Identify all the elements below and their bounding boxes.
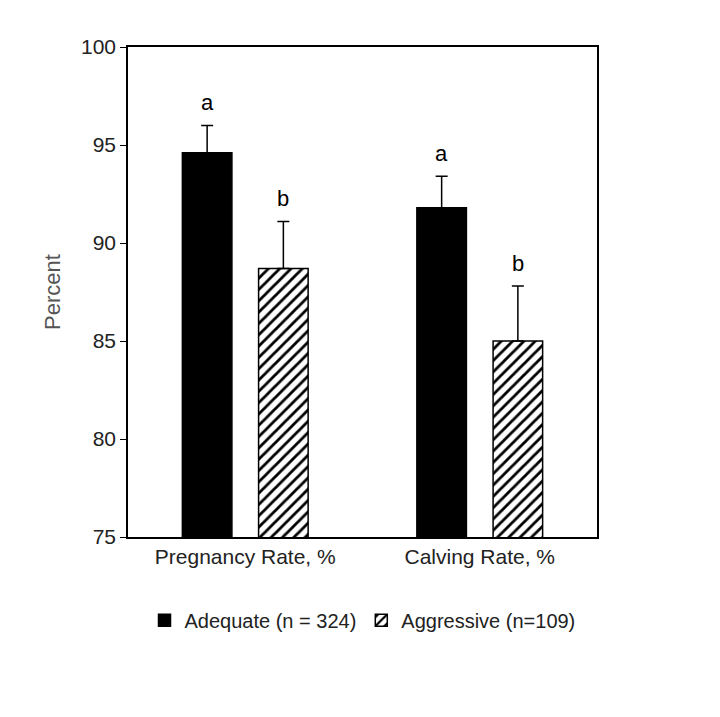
- svg-text:a: a: [435, 141, 448, 166]
- svg-text:b: b: [512, 251, 524, 276]
- svg-text:90: 90: [93, 231, 116, 254]
- svg-text:85: 85: [93, 329, 116, 352]
- svg-text:a: a: [201, 90, 214, 115]
- svg-text:80: 80: [93, 427, 116, 450]
- svg-text:95: 95: [93, 133, 116, 156]
- svg-text:Adequate (n = 324): Adequate (n = 324): [185, 610, 357, 632]
- svg-text:Percent: Percent: [40, 254, 65, 330]
- svg-text:75: 75: [93, 525, 116, 548]
- svg-text:100: 100: [81, 35, 116, 58]
- svg-text:Pregnancy Rate, %: Pregnancy Rate, %: [155, 545, 336, 568]
- svg-text:b: b: [277, 186, 289, 211]
- svg-text:Aggressive (n=109): Aggressive (n=109): [401, 610, 575, 632]
- svg-text:Calving Rate, %: Calving Rate, %: [404, 545, 555, 568]
